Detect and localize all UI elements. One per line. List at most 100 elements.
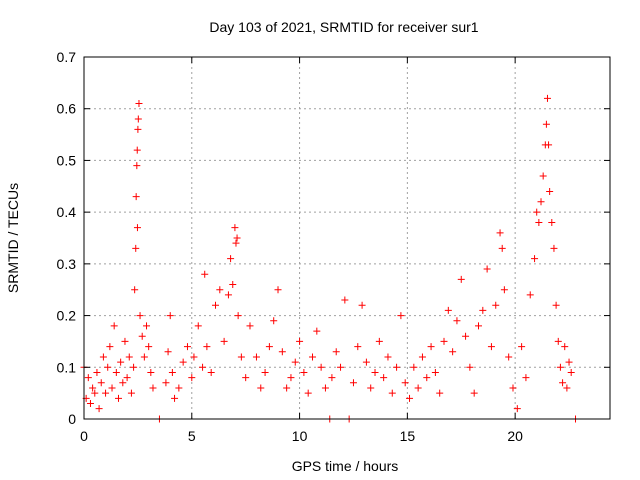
data-point	[95, 405, 103, 413]
data-point	[104, 363, 112, 371]
data-point	[487, 343, 495, 351]
data-point	[535, 218, 543, 226]
data-point	[537, 198, 545, 206]
data-point	[216, 286, 224, 294]
data-point	[212, 301, 219, 309]
data-point	[509, 384, 517, 392]
data-point	[114, 394, 122, 402]
data-point	[119, 379, 127, 387]
data-point	[207, 368, 215, 376]
data-point	[542, 120, 550, 128]
data-point	[99, 353, 107, 361]
x-tick-label: 10	[292, 428, 308, 444]
data-point	[121, 337, 129, 345]
data-point	[147, 368, 155, 376]
y-axis-title: SRMTID / TECUs	[5, 183, 21, 293]
y-tick-label: 0.5	[57, 152, 77, 168]
x-axis-title: GPS time / hours	[292, 458, 399, 474]
data-point	[492, 301, 500, 309]
data-point	[134, 125, 142, 133]
data-point	[199, 363, 207, 371]
data-point	[123, 374, 131, 382]
data-point	[112, 368, 120, 376]
data-point	[300, 368, 308, 376]
data-point	[436, 389, 444, 397]
data-point	[548, 218, 556, 226]
data-point	[522, 374, 530, 382]
data-point	[188, 374, 196, 382]
data-point	[462, 332, 470, 340]
data-point	[183, 343, 191, 351]
data-point	[265, 343, 273, 351]
plot-frame	[83, 56, 611, 420]
y-tick-label: 0.3	[57, 256, 77, 272]
x-tick-label: 15	[400, 428, 416, 444]
data-point	[171, 394, 179, 402]
data-point	[317, 363, 325, 371]
data-point	[86, 399, 94, 407]
data-point	[470, 389, 478, 397]
data-point	[220, 337, 228, 345]
data-point	[498, 244, 506, 252]
data-point	[233, 234, 241, 242]
data-point	[234, 312, 242, 320]
data-point	[526, 291, 534, 299]
data-point	[427, 343, 435, 351]
data-point	[375, 337, 383, 345]
data-point	[127, 389, 135, 397]
data-point	[354, 343, 362, 351]
data-point	[384, 353, 392, 361]
data-point	[563, 384, 571, 392]
data-point	[466, 363, 474, 371]
data-point	[131, 286, 139, 294]
data-point	[321, 384, 329, 392]
data-point	[401, 379, 409, 387]
data-point	[203, 343, 211, 351]
data-point	[143, 322, 151, 330]
data-point	[252, 353, 260, 361]
data-points	[80, 94, 580, 423]
data-point	[565, 358, 573, 366]
x-tick-label: 5	[188, 428, 196, 444]
data-point	[397, 312, 405, 320]
data-point	[135, 100, 143, 108]
data-point	[278, 348, 286, 356]
data-point	[539, 172, 547, 180]
grid-layer	[84, 57, 610, 419]
data-point	[358, 301, 366, 309]
data-point	[261, 368, 269, 376]
data-point	[84, 374, 92, 382]
data-point	[149, 384, 157, 392]
data-point	[457, 275, 465, 283]
x-tick-label: 20	[507, 428, 523, 444]
data-point	[130, 363, 138, 371]
y-tick-label: 0.7	[57, 49, 77, 65]
data-point	[175, 384, 183, 392]
axis-ticks: 0 0.1 0.2 0.3 0.4 0.5 0.6 0.7 0 5 10 15 20	[57, 49, 610, 444]
data-point	[93, 368, 101, 376]
data-point	[133, 224, 141, 232]
data-point	[117, 358, 125, 366]
data-point	[531, 255, 539, 263]
data-point	[133, 162, 141, 170]
data-point	[545, 141, 553, 149]
data-point	[393, 363, 401, 371]
data-point	[475, 322, 482, 330]
data-point	[145, 343, 153, 351]
data-point	[227, 255, 235, 263]
data-point	[102, 389, 110, 397]
data-point	[291, 358, 299, 366]
data-point	[410, 363, 418, 371]
data-point	[362, 358, 370, 366]
data-point	[287, 374, 295, 382]
data-point	[371, 368, 379, 376]
data-point	[138, 332, 146, 340]
y-tick-label: 0.4	[57, 204, 77, 220]
data-point	[418, 353, 426, 361]
data-point	[440, 337, 448, 345]
data-point	[190, 353, 198, 361]
data-point	[328, 374, 336, 382]
data-point	[309, 353, 317, 361]
x-tick-label: 0	[80, 428, 88, 444]
data-point	[108, 384, 116, 392]
